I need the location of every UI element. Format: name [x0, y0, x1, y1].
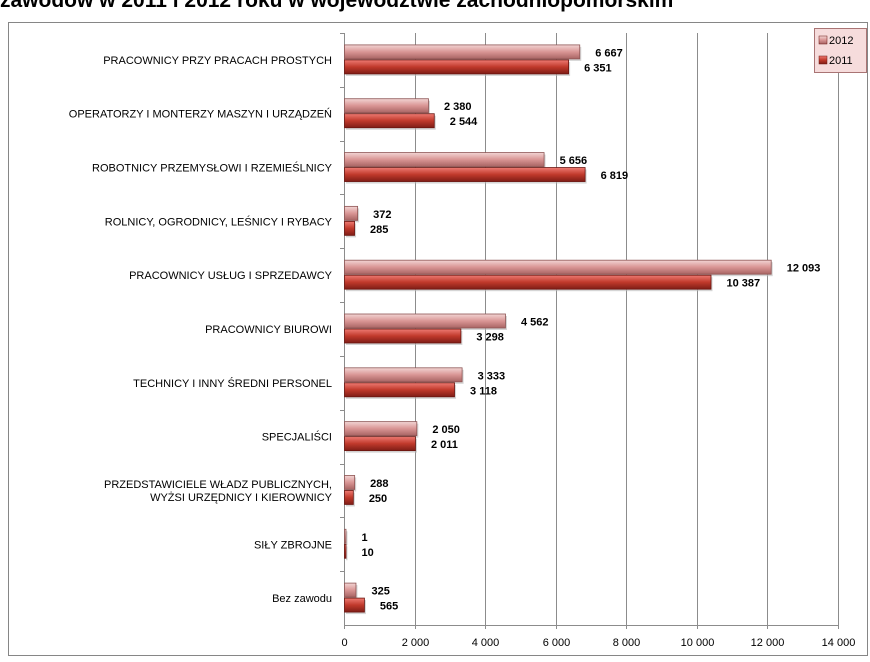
- data-label-2011: 10: [362, 547, 374, 559]
- chart-title: zawodów w 2011 i 2012 roku w województwi…: [0, 0, 674, 12]
- data-label-2012: 1: [362, 532, 368, 544]
- bar-shadow: [346, 546, 348, 561]
- bar-2011: [344, 436, 416, 452]
- data-label-2011: 3 298: [476, 332, 504, 344]
- data-label-2012: 6 667: [595, 47, 623, 59]
- category-label: PRACOWNICY BIUROWI: [205, 324, 332, 336]
- data-label-2011: 6 819: [601, 170, 629, 182]
- data-label-2011: 565: [380, 601, 398, 613]
- category-label: PRACOWNICY USŁUG I SPRZEDAWCY: [129, 270, 333, 282]
- bar-2012: [344, 205, 359, 221]
- data-label-2011: 3 118: [470, 385, 497, 397]
- bar-shadow: [346, 531, 348, 546]
- x-tick-label: 6 000: [543, 637, 571, 649]
- data-label-2012: 12 093: [787, 263, 821, 275]
- x-tick-label: 8 000: [613, 637, 641, 649]
- x-tick-label: 14 000: [822, 637, 856, 649]
- legend-label-2012: 2012: [829, 35, 853, 47]
- bar-2012: [344, 259, 772, 275]
- x-tick-label: 2 000: [402, 637, 430, 649]
- data-label-2012: 372: [373, 209, 391, 221]
- bar-2012: [344, 528, 347, 544]
- bar-2011: [344, 274, 712, 290]
- category-label: PRZEDSTAWICIELE WŁADZ PUBLICZNYCH, WYŻSI …: [104, 479, 333, 504]
- bar-2012: [344, 313, 506, 329]
- bar-2011: [344, 490, 354, 505]
- x-tick-label: 0: [341, 637, 347, 649]
- data-label-2012: 2 380: [444, 101, 472, 113]
- data-label-2011: 6 351: [584, 62, 612, 74]
- category-label: TECHNICY I INNY ŚREDNI PERSONEL: [133, 377, 332, 390]
- bar-2012: [344, 98, 429, 114]
- bar-2011: [344, 59, 569, 75]
- data-label-2012: 5 656: [560, 155, 588, 167]
- category-label: ROBOTNICY PRZEMYSŁOWI I RZEMIEŚLNICY: [92, 162, 333, 175]
- x-tick-label: 12 000: [751, 637, 785, 649]
- bar-2011: [344, 113, 435, 129]
- bar-2012: [344, 367, 463, 383]
- category-label: PRACOWNICY PRZY PRACACH PROSTYCH: [103, 55, 332, 67]
- data-label-2011: 2 544: [450, 116, 478, 128]
- data-label-2012: 4 562: [521, 317, 549, 329]
- legend-swatch-2012: [818, 35, 828, 45]
- bar-2012: [344, 44, 581, 60]
- bar-2011: [344, 543, 347, 559]
- bar-2012: [344, 152, 545, 167]
- bar-2012: [344, 582, 357, 598]
- category-label: SPECJALIŚCI: [262, 431, 332, 444]
- data-label-2011: 285: [370, 224, 388, 236]
- data-label-2011: 250: [369, 493, 387, 505]
- data-label-2011: 2 011: [431, 439, 458, 451]
- x-tick-label: 10 000: [681, 637, 715, 649]
- bar-2011: [344, 328, 462, 344]
- data-label-2012: 325: [371, 586, 389, 598]
- data-label-2012: 3 333: [478, 370, 506, 382]
- data-label-2011: 10 387: [727, 278, 761, 290]
- category-label: ROLNICY, OGRODNICY, LEŚNICY I RYBACY: [105, 215, 333, 228]
- category-label: OPERATORZY I MONTERZY MASZYN I URZĄDZEŃ: [69, 108, 332, 121]
- category-label: SIŁY ZBROJNE: [254, 539, 332, 551]
- bar-2011: [344, 220, 355, 236]
- data-label-2012: 2 050: [432, 424, 460, 436]
- bar-2011: [344, 382, 455, 398]
- bar-2012: [344, 475, 356, 490]
- data-label-2012: 288: [370, 478, 388, 490]
- legend-swatch-2011: [818, 55, 828, 65]
- category-label: Bez zawodu: [272, 593, 332, 605]
- chart-frame: [8, 22, 868, 656]
- bar-2012: [344, 421, 418, 437]
- legend-label-2011: 2011: [829, 55, 853, 67]
- x-tick-label: 4 000: [472, 637, 500, 649]
- bar-2011: [344, 597, 365, 613]
- bar-2011: [344, 167, 586, 182]
